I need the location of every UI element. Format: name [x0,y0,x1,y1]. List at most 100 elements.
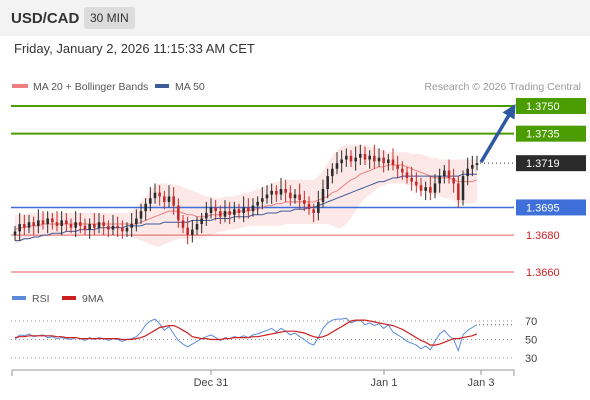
bollinger-bands [15,144,477,247]
candle-body [391,159,395,166]
candle-body [354,157,357,162]
rsi-legend-label: RSI [32,293,50,305]
ma20-legend-swatch [12,84,28,88]
rsi-legend-swatch [12,296,26,300]
candle-body [200,218,203,225]
candle-body [237,209,241,213]
candle-body [433,183,437,193]
candle-body [466,168,469,177]
candle-body [396,165,399,169]
candle-body [13,231,17,236]
ma50-legend-label: MA 50 [175,81,205,93]
candle-body [195,224,199,230]
candlesticks [13,144,479,245]
rsi-ma-line [14,319,478,346]
candle-body [438,176,441,184]
candle-body [153,192,157,199]
candle-body [191,229,194,236]
candle-body [158,192,161,197]
candle-body [41,220,45,225]
candle-body [88,224,91,230]
candle-body [121,227,124,232]
rsi-ma-legend-swatch [62,296,76,300]
ma50-line [15,173,477,242]
candle-body [149,198,152,204]
candle-body [177,205,180,221]
candle-body [223,211,227,217]
candle-body [429,187,432,193]
ma50-legend-swatch [155,84,169,88]
resistance-label-box [516,125,586,142]
candle-body [359,153,362,158]
candle-body [405,172,409,178]
candle-body [83,225,87,230]
rsi-lines [14,317,514,353]
candle-body [51,218,54,223]
candle-body [23,224,26,228]
candle-body [387,159,390,164]
candle-body [60,220,63,226]
pivot-label: 1.3695 [526,202,560,214]
rsi-tick-label: 50 [525,335,537,347]
candle-body [475,163,479,166]
candle-body [298,194,301,201]
rsi-tick-label: 70 [525,316,537,328]
candle-body [65,220,68,225]
candle-body [275,190,278,195]
rsi-ma-legend-label: 9MA [82,293,104,305]
candle-body [69,224,73,228]
candle-body [373,155,376,162]
candle-body [368,155,371,160]
candle-body [312,209,315,213]
rsi-line [14,317,478,353]
candle-body [32,222,35,226]
timestamp: Friday, January 2, 2026 11:15:33 AM CET [14,41,255,56]
candle-body [307,203,311,210]
timeframe-button[interactable]: 30 MIN [84,7,135,29]
candle-body [293,194,297,199]
candle-body [452,177,455,184]
bollinger-band-area [15,144,477,247]
candle-body [181,220,185,228]
candle-body [321,189,325,202]
candle-body [130,224,133,228]
candle-body [247,207,250,212]
candle-body [55,222,59,226]
symbol-title: USD/CAD [11,10,80,27]
candle-body [256,201,259,206]
candle-body [242,207,245,213]
rsi-tick-label: 30 [525,353,537,365]
candle-body [457,183,460,201]
ma20-line [14,164,478,231]
candle-body [186,227,189,236]
candle-body [37,220,40,226]
moving-averages [14,164,478,242]
pivot-label-box [516,199,586,216]
candle-body [410,177,413,182]
x-axis-ticks: Dec 31 Jan 1 Jan 3 [194,370,494,389]
candle-body [317,201,320,213]
candle-body [471,165,474,169]
resistance-label: 1.3750 [526,101,560,113]
candle-body [424,187,427,191]
candle-body [27,222,31,228]
candle-body [93,224,96,228]
candle-body [228,211,231,215]
candle-body [135,218,138,225]
candle-body [125,227,129,232]
candle-body [461,176,465,201]
resistance-label-box [516,98,586,114]
candle-body [214,207,217,212]
candle-body [382,157,385,164]
candle-body [144,203,147,212]
candle-body [349,155,353,162]
candle-body [447,170,451,178]
candle-body [419,185,423,191]
candle-body [415,181,418,186]
candle-body [251,205,255,212]
candle-body [205,212,208,219]
last-price-label: 1.3719 [526,158,560,170]
credit-text: Research © 2026 Trading Central [424,81,581,93]
candle-body [335,163,339,169]
